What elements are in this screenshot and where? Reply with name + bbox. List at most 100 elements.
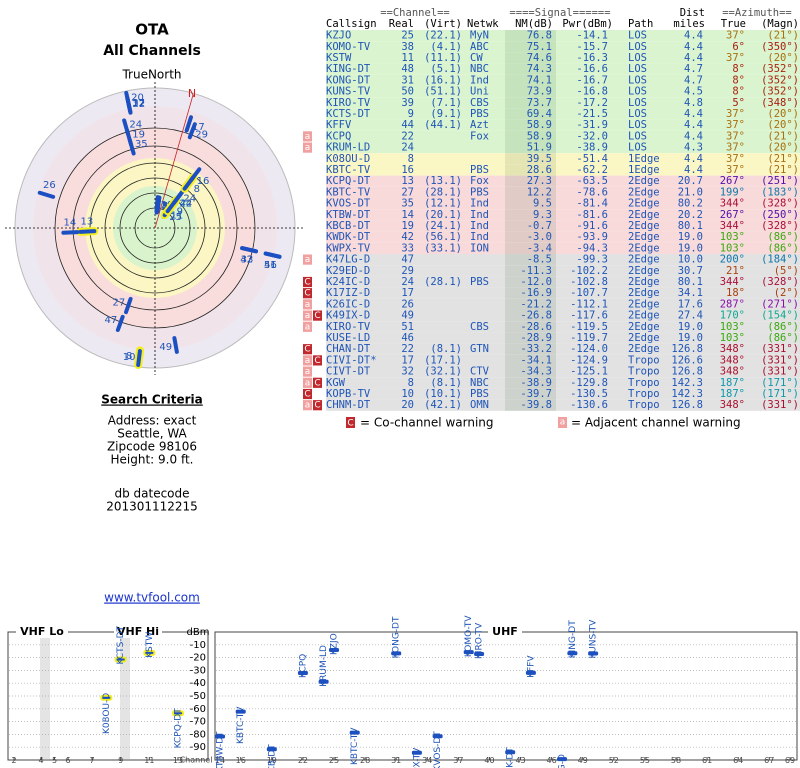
- y-tick-label: -20: [190, 653, 206, 664]
- cell-magn: (21°): [767, 153, 799, 165]
- cell-path: LOS: [628, 86, 647, 98]
- cell-pwr: -38.9: [576, 142, 608, 154]
- cell-virt: (12.1): [424, 198, 462, 210]
- station-label: KUNS-TV: [589, 619, 599, 659]
- cell-callsign: K26IC-D: [326, 298, 370, 310]
- cell-nm: -28.9: [520, 332, 552, 344]
- cell-netwk: Fox: [470, 175, 489, 187]
- polar-label: 14: [63, 217, 76, 228]
- warning-letter: a: [305, 311, 311, 321]
- row-background: [326, 63, 800, 75]
- x-tick-label: 4: [38, 756, 43, 765]
- cell-path: 2Edge: [628, 198, 660, 210]
- warning-letter: C: [304, 345, 310, 355]
- nm-shade: [505, 41, 556, 53]
- polar-label: 24: [183, 193, 196, 204]
- cell-true: 5°: [732, 97, 745, 109]
- cell-real: 24: [401, 276, 414, 288]
- cell-callsign: KZJO: [326, 30, 351, 42]
- x-tick-label: 9: [118, 756, 123, 765]
- cell-true: 170°: [720, 310, 745, 322]
- cell-virt: (51.1): [424, 86, 462, 98]
- signal-marker: [114, 656, 127, 663]
- row-background: [326, 242, 800, 254]
- polar-label: 16: [197, 176, 210, 187]
- datecode-label: db datecode: [114, 487, 189, 501]
- cell-callsign: CHNM-DT: [326, 399, 371, 411]
- station-label: KOMO-TV: [464, 615, 474, 658]
- cell-path: LOS: [628, 30, 647, 42]
- cell-true: 18°: [726, 287, 745, 299]
- cell-real: 26: [401, 298, 414, 310]
- group-header: ==Channel==: [380, 7, 450, 19]
- cell-virt: (20.1): [424, 209, 462, 221]
- cell-pwr: -16.6: [576, 63, 608, 75]
- x-tick-label: 25: [329, 756, 339, 765]
- cell-path: 2Edge: [628, 186, 660, 198]
- cell-nm: 9.3: [533, 209, 552, 221]
- cell-netwk: NBC: [470, 63, 489, 75]
- polar-label: 19: [132, 130, 145, 141]
- row-background: [326, 209, 800, 221]
- cell-miles: 126.6: [671, 354, 703, 366]
- cell-virt: (24.1): [424, 220, 462, 232]
- nm-shade: [505, 366, 556, 378]
- cell-magn: (331°): [761, 343, 799, 355]
- cell-virt: (7.1): [430, 97, 462, 109]
- cell-true: 200°: [720, 254, 745, 266]
- nm-shade: [505, 354, 556, 366]
- cell-real: 46: [401, 332, 414, 344]
- nm-shade: [505, 388, 556, 400]
- cell-callsign: KCPQ-DT: [326, 175, 371, 187]
- signal-marker: [588, 651, 599, 656]
- row-background: [326, 97, 800, 109]
- row-background: [326, 198, 800, 210]
- cell-pwr: -16.8: [576, 86, 608, 98]
- nm-shade: [505, 63, 556, 75]
- cell-virt: (8.1): [430, 343, 462, 355]
- cell-true: 348°: [720, 354, 745, 366]
- cell-miles: 126.8: [671, 343, 703, 355]
- polar-marker: [136, 349, 142, 367]
- cell-path: 2Edge: [628, 209, 660, 221]
- x-tick-label: 7: [89, 756, 94, 765]
- column-header: Pwr(dBm): [562, 18, 613, 30]
- x-tick-label: 16: [236, 756, 246, 765]
- cell-pwr: -17.2: [576, 97, 608, 109]
- cell-magn: (352°): [761, 74, 799, 86]
- polar-label: 46: [264, 260, 277, 271]
- cell-true: 287°: [720, 298, 745, 310]
- band-label: VHF Lo: [20, 625, 64, 638]
- station-label: KVOS-DT: [433, 731, 443, 768]
- site-link[interactable]: www.tvfool.com: [104, 591, 200, 605]
- cell-virt: (56.1): [424, 231, 462, 243]
- cell-true: 8°: [732, 86, 745, 98]
- cell-virt: (4.1): [430, 41, 462, 53]
- cell-real: 14: [401, 209, 414, 221]
- cell-miles: 20.7: [678, 175, 703, 187]
- polar-marker: [187, 122, 197, 140]
- column-header: NM(dB): [515, 18, 553, 30]
- warning-letter: a: [305, 255, 311, 265]
- cell-magn: (183°): [761, 186, 799, 198]
- cell-true: 344°: [720, 276, 745, 288]
- warning-letter: a: [305, 356, 311, 366]
- cell-path: 2Edge: [628, 287, 660, 299]
- column-header: (Magn): [761, 18, 799, 30]
- cell-magn: (86°): [767, 231, 799, 243]
- cell-magn: (348°): [761, 97, 799, 109]
- cell-miles: 4.5: [684, 86, 703, 98]
- station-label: K08OU-D: [102, 693, 112, 734]
- warning-icon: [303, 310, 312, 321]
- cell-miles: 20.2: [678, 209, 703, 221]
- polar-label: 32: [132, 98, 145, 109]
- cell-magn: (20°): [767, 52, 799, 64]
- cell-path: LOS: [628, 130, 647, 142]
- cell-magn: (20°): [767, 108, 799, 120]
- cell-callsign: CIVI-DT*: [326, 354, 377, 366]
- cell-callsign: KSTW: [326, 52, 352, 64]
- cell-path: Tropo: [628, 354, 660, 366]
- cell-nm: -39.7: [520, 388, 552, 400]
- nm-shade: [505, 310, 556, 322]
- warning-icon: [313, 310, 322, 321]
